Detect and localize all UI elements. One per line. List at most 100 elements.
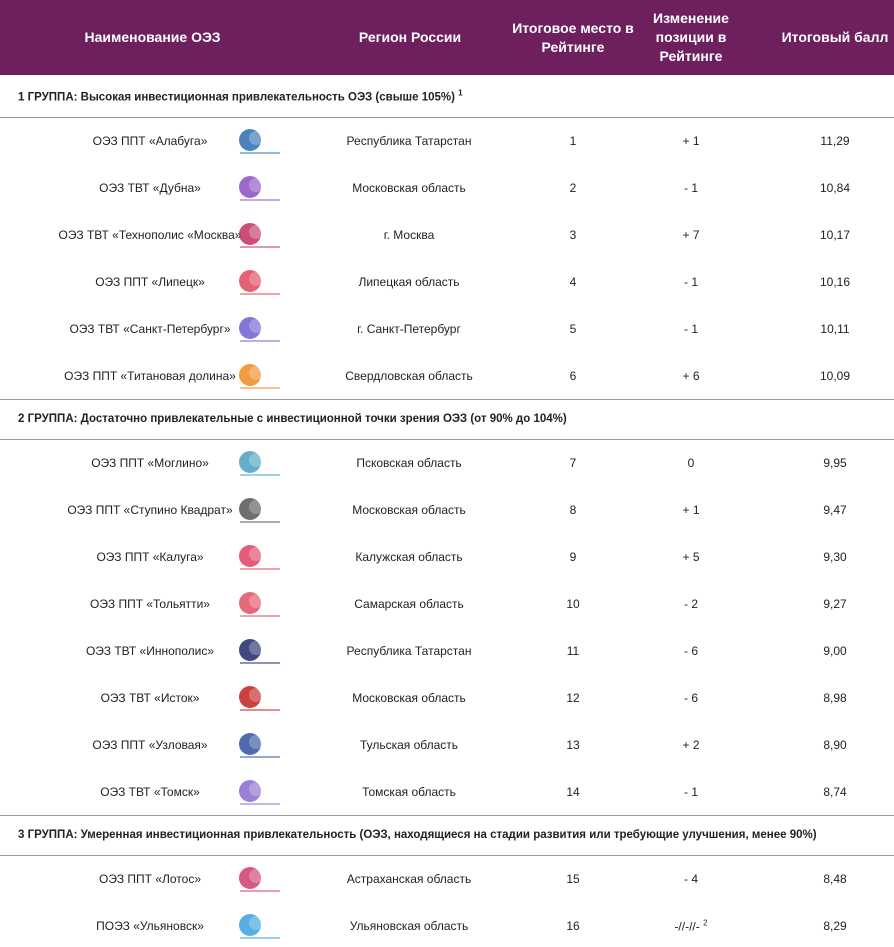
- logo-icon: [239, 316, 280, 342]
- name: ОЭЗ ППТ «Липецк»: [95, 274, 205, 289]
- cell-place: 1: [570, 134, 577, 148]
- name: ОЭЗ ТВТ «Томск»: [100, 784, 200, 799]
- region: Московская область: [352, 180, 466, 195]
- name: ОЭЗ ППТ «Ступино Квадрат»: [67, 502, 233, 517]
- cell-region: Свердловская область: [345, 369, 472, 383]
- cell-score: 9,27: [823, 597, 846, 611]
- cell-score: 9,00: [823, 644, 846, 658]
- name: ОЭЗ ППТ «Калуга»: [96, 549, 204, 564]
- score: 9,47: [823, 502, 847, 517]
- region: Липецкая область: [358, 274, 460, 289]
- name: ОЭЗ ТВТ «Исток»: [100, 690, 200, 705]
- cell-name: ОЭЗ ТВТ «Иннополис»: [86, 644, 214, 658]
- name: ОЭЗ ТВТ «Технополис «Москва»: [58, 227, 242, 242]
- column-header: Итоговое место в Рейтинге: [512, 19, 634, 55]
- name: ОЭЗ ТВТ «Санкт-Петербург»: [69, 321, 231, 336]
- cell-change: 0: [688, 456, 695, 470]
- cell-change: - 6: [684, 691, 698, 705]
- region: Псковская область: [356, 455, 462, 470]
- cell-place: 13: [566, 738, 579, 752]
- cell-change: - 4: [684, 872, 698, 886]
- score: 9,95: [823, 455, 847, 470]
- name: ОЭЗ ППТ «Лотос»: [99, 871, 201, 886]
- change: - 1: [683, 274, 699, 289]
- cell-change: + 7: [682, 228, 699, 242]
- score: 9,27: [823, 596, 847, 611]
- change: - 4: [683, 871, 699, 886]
- logo: [226, 863, 288, 895]
- cell-score: 9,47: [823, 503, 846, 517]
- cell-score: 8,90: [823, 738, 846, 752]
- cell-change: - 2: [684, 597, 698, 611]
- name: ОЭЗ ППТ «Тольятти»: [90, 596, 210, 611]
- score: 10,09: [819, 368, 851, 383]
- group-text: 2 ГРУППА: Достаточно привлекательные с и…: [18, 413, 567, 425]
- change: - 1: [683, 321, 699, 336]
- cell-name: ОЭЗ ППТ «Титановая долина»: [64, 369, 236, 383]
- cell-region: Московская область: [352, 691, 466, 705]
- cell-change: - 1: [684, 275, 698, 289]
- cell-change: - 1: [684, 322, 698, 336]
- place: 3: [569, 227, 577, 242]
- logo: [226, 776, 288, 808]
- logo-icon: [239, 450, 280, 476]
- cell-name: ОЭЗ ППТ «Тольятти»: [90, 597, 210, 611]
- region: Свердловская область: [345, 368, 473, 383]
- table-header: Наименование ОЭЗ Регион России Итоговое …: [0, 0, 894, 75]
- cell-score: 10,11: [820, 322, 849, 336]
- column-header: Изменение позиции в Рейтинге: [653, 10, 729, 64]
- region: Московская область: [352, 690, 466, 705]
- change: + 1: [682, 502, 700, 517]
- logo: [226, 729, 288, 761]
- cell-score: 10,17: [820, 228, 850, 242]
- region: Калужская область: [355, 549, 463, 564]
- cell-score: 9,95: [823, 456, 846, 470]
- logo-icon: [239, 128, 280, 154]
- name: ПОЭЗ «Ульяновск»: [96, 918, 204, 933]
- group-title: 2 ГРУППА: Достаточно привлекательные с и…: [18, 413, 567, 425]
- cell-place: 10: [566, 597, 579, 611]
- region: Астраханская область: [346, 871, 472, 886]
- separator: [0, 439, 894, 440]
- cell-place: 12: [566, 691, 579, 705]
- cell-name: ОЭЗ ППТ «Липецк»: [95, 275, 205, 289]
- cell-change: + 2: [682, 738, 699, 752]
- cell-place: 2: [570, 181, 577, 195]
- place: 4: [569, 274, 577, 289]
- logo-icon: [239, 685, 280, 711]
- cell-name: ОЭЗ ТВТ «Технополис «Москва»: [59, 228, 242, 242]
- logo-icon: [239, 638, 280, 664]
- cell-name: ОЭЗ ТВТ «Санкт-Петербург»: [69, 322, 230, 336]
- logo-icon: [239, 497, 280, 523]
- cell-region: Самарская область: [354, 597, 464, 611]
- name: ОЭЗ ТВТ «Дубна»: [99, 180, 201, 195]
- place: 8: [569, 502, 577, 517]
- region: Республика Татарстан: [346, 133, 472, 148]
- cell-region: Томская область: [362, 785, 456, 799]
- score: 11,29: [820, 133, 850, 148]
- cell-place: 5: [570, 322, 577, 336]
- change: + 7: [682, 227, 700, 242]
- cell-change: - 1: [684, 181, 698, 195]
- group-title: 3 ГРУППА: Умеренная инвестиционная привл…: [18, 829, 817, 841]
- group-title: 1 ГРУППА: Высокая инвестиционная привлек…: [18, 89, 463, 104]
- cell-score: 8,29: [823, 919, 846, 933]
- name: ОЭЗ ППТ «Моглино»: [91, 455, 209, 470]
- score: 10,17: [819, 227, 851, 242]
- cell-change: + 5: [682, 550, 699, 564]
- logo-icon: [239, 779, 280, 805]
- place: 15: [566, 871, 580, 886]
- cell-region: Республика Татарстан: [347, 644, 472, 658]
- place: 12: [566, 690, 580, 705]
- place: 9: [569, 549, 577, 564]
- cell-name: ПОЭЗ «Ульяновск»: [96, 919, 204, 933]
- cell-place: 9: [570, 550, 577, 564]
- cell-name: ОЭЗ ППТ «Ступино Квадрат»: [67, 503, 232, 517]
- cell-place: 8: [570, 503, 577, 517]
- cell-place: 11: [567, 644, 579, 658]
- logo: [226, 360, 288, 392]
- cell-change: - 1: [684, 785, 698, 799]
- region: г. Москва: [383, 227, 435, 242]
- cell-name: ОЭЗ ТВТ «Исток»: [101, 691, 200, 705]
- region: Ульяновская область: [349, 918, 469, 933]
